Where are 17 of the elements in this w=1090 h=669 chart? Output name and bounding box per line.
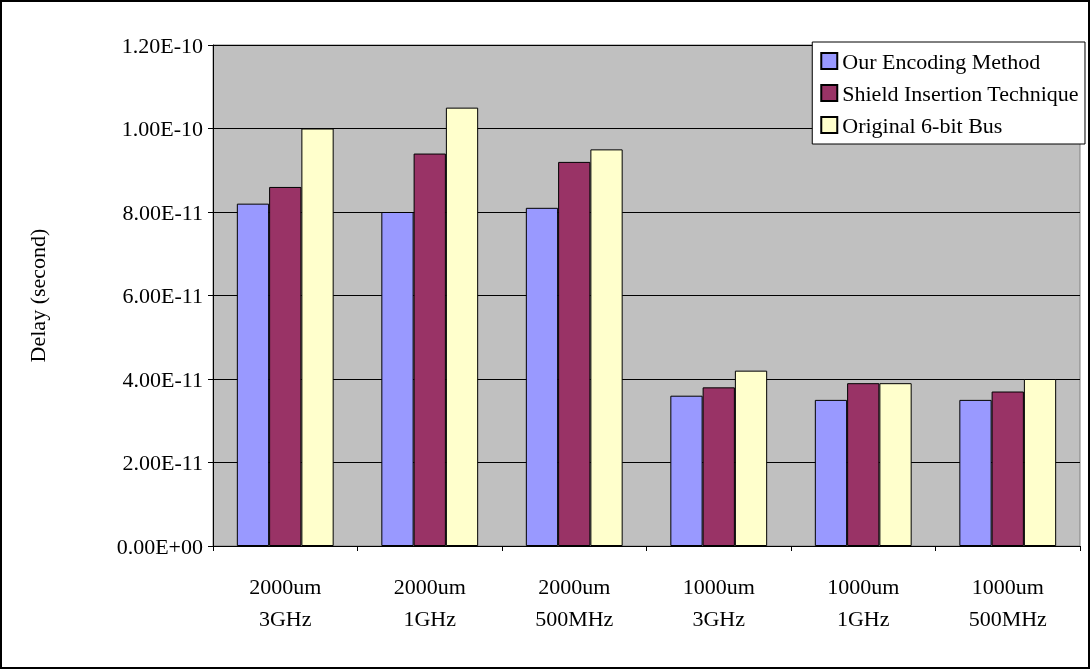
y-tick-label: 6.00E-11 (122, 283, 203, 308)
x-tick-label: 2000um 1GHz (393, 573, 466, 631)
x-tick-label: 2000um 500MHz (535, 573, 614, 631)
y-tick-label: 4.00E-11 (122, 366, 203, 392)
y-tick-label: 0.00E+00 (116, 533, 203, 559)
x-tick-label: 1000um 1GHz (827, 573, 900, 631)
x-tick-label: 2000um 3GHz (249, 573, 322, 631)
y-tick-label: 1.00E-10 (121, 116, 203, 141)
legend-label: Our Encoding Method (842, 48, 1041, 74)
x-tick-label: 1000um 500MHz (968, 573, 1048, 631)
y-tick-label: 2.00E-11 (122, 450, 203, 475)
y-tick-label: 8.00E-11 (122, 199, 203, 225)
y-axis-title: Delay (second) (24, 228, 50, 363)
y-tick-label: 1.20E-10 (121, 32, 203, 58)
legend-label: Shield Insertion Technique (842, 80, 1079, 106)
legend-label: Original 6-bit Bus (842, 112, 1003, 138)
x-tick-label: 1000um 3GHz (682, 573, 755, 631)
